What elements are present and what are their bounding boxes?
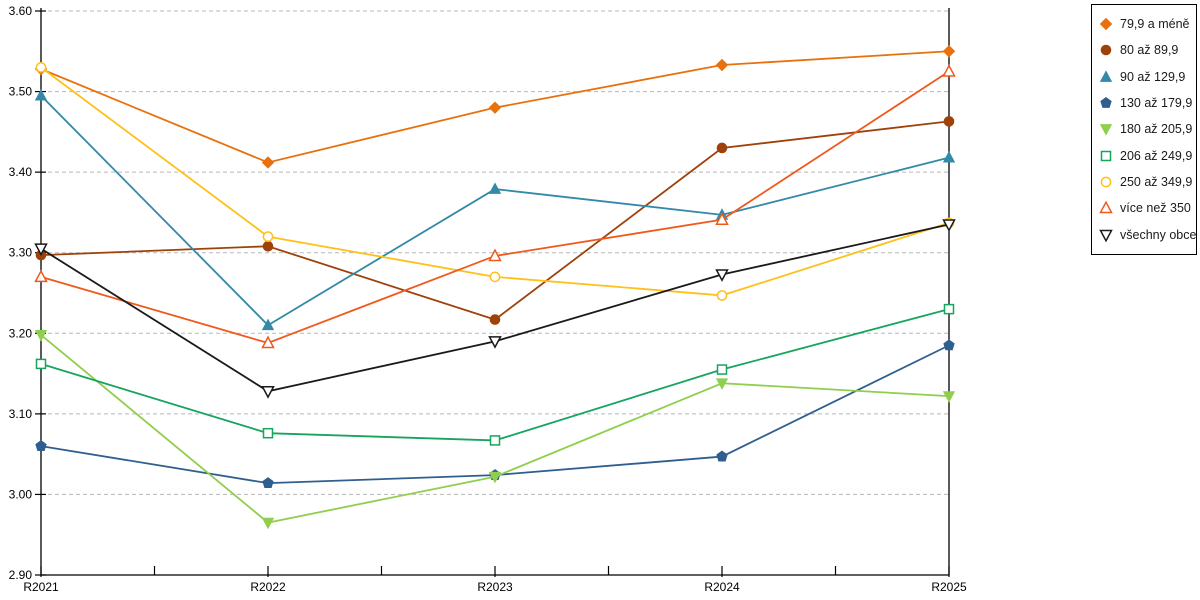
data-point-marker	[715, 212, 729, 225]
data-point-marker	[488, 101, 502, 114]
triangle-down-open-icon	[1099, 229, 1113, 242]
data-point-marker	[489, 271, 501, 283]
data-point-marker	[261, 335, 275, 349]
legend-label: všechny obce	[1120, 227, 1197, 242]
x-tick-label: R2024	[704, 580, 740, 594]
data-point-marker	[488, 471, 502, 484]
x-tick-label: R2023	[477, 580, 513, 594]
data-point-marker	[35, 358, 47, 370]
data-point-marker	[34, 88, 48, 101]
data-point-marker	[942, 45, 956, 58]
data-point-marker	[35, 440, 47, 451]
data-point-marker	[943, 339, 955, 351]
triangle-up-open-icon	[1099, 200, 1113, 214]
legend-item: 180 až 205,9	[1098, 116, 1196, 142]
data-point-marker	[715, 58, 729, 72]
data-point-marker	[942, 391, 956, 403]
x-tick-label: R2022	[250, 580, 286, 594]
data-point-marker	[35, 62, 47, 73]
data-point-marker	[488, 248, 502, 262]
legend-item: všechny obce	[1098, 221, 1196, 247]
y-tick-label: 3.50	[9, 85, 33, 99]
y-tick-label: 3.30	[9, 246, 33, 260]
y-tick-label: 3.60	[9, 4, 33, 18]
data-point-marker	[262, 427, 274, 439]
legend-item: 130 až 179,9	[1098, 90, 1196, 116]
series-line	[40, 308, 950, 442]
legend-label: 79,9 a méně	[1120, 17, 1190, 32]
data-point-marker	[262, 231, 274, 242]
legend-label: 80 až 89,9	[1120, 43, 1179, 58]
legend-item: 250 až 349,9	[1098, 169, 1196, 195]
circle-open-icon	[1100, 176, 1112, 188]
y-tick-label: 2.90	[9, 568, 33, 582]
data-point-marker	[34, 243, 48, 257]
data-point-marker	[716, 142, 728, 154]
data-point-marker	[261, 318, 275, 331]
data-point-marker	[261, 517, 275, 530]
data-point-marker	[488, 336, 502, 349]
data-point-marker	[261, 386, 275, 399]
y-tick-label: 3.40	[9, 165, 33, 179]
data-point-marker	[716, 290, 728, 301]
data-point-marker	[943, 303, 955, 315]
legend: 79,9 a méně 80 až 89,9 90 až 129,9 130 až 1…	[1091, 4, 1197, 255]
data-point-marker	[488, 182, 502, 194]
legend-label: 206 až 249,9	[1120, 148, 1193, 163]
legend-label: 130 až 179,9	[1120, 96, 1193, 111]
legend-item: 80 až 89,9	[1098, 37, 1196, 63]
legend-item: 206 až 249,9	[1098, 142, 1196, 168]
data-point-marker	[942, 219, 956, 232]
data-point-marker	[942, 150, 956, 163]
pentagon-icon	[1100, 97, 1112, 108]
y-tick-label: 3.10	[9, 407, 33, 421]
y-tick-label: 3.00	[9, 487, 33, 501]
legend-label: 90 až 129,9	[1120, 69, 1186, 84]
data-point-marker	[261, 156, 275, 169]
legend-label: více než 350	[1120, 201, 1191, 216]
data-point-marker	[716, 364, 728, 375]
data-point-marker	[489, 435, 501, 446]
circle-icon	[1100, 45, 1112, 56]
data-point-marker	[262, 240, 274, 252]
legend-label: 180 až 205,9	[1120, 122, 1193, 137]
data-point-marker	[716, 450, 728, 462]
x-tick-label: R2025	[931, 580, 967, 594]
triangle-up-icon	[1099, 70, 1113, 82]
series-line	[40, 94, 950, 327]
data-point-marker	[489, 314, 501, 325]
data-point-marker	[715, 378, 729, 390]
diamond-icon	[1099, 17, 1113, 31]
triangle-down-icon	[1099, 124, 1113, 136]
data-point-marker	[34, 330, 48, 342]
data-point-marker	[262, 477, 274, 489]
data-point-marker	[715, 269, 729, 282]
legend-item: 79,9 a méně	[1098, 11, 1196, 37]
x-tick-label: R2021	[23, 580, 59, 594]
y-tick-label: 3.20	[9, 326, 33, 340]
series-line	[40, 120, 950, 321]
legend-item: 90 až 129,9	[1098, 64, 1196, 90]
square-open-icon	[1100, 150, 1112, 161]
data-point-marker	[34, 269, 48, 283]
legend-label: 250 až 349,9	[1120, 174, 1193, 189]
data-point-marker	[943, 116, 955, 127]
legend-item: více než 350	[1098, 195, 1196, 221]
data-point-marker	[942, 64, 956, 77]
